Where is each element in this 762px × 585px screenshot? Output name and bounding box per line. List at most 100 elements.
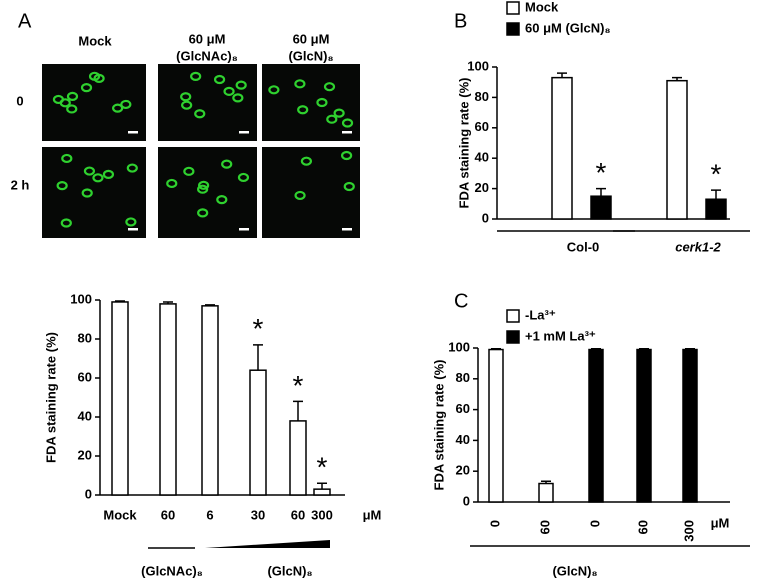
- x-tick-label: 30: [251, 507, 265, 522]
- y-axis-label: FDA staining rate (%): [431, 360, 446, 491]
- error-bar: [253, 344, 263, 371]
- significance: *: [596, 157, 607, 188]
- cell: [60, 218, 72, 228]
- error-bar: [591, 348, 601, 350]
- scale-bar: [342, 228, 352, 231]
- y-tick-label: 60: [456, 401, 470, 416]
- cell: [126, 163, 138, 173]
- bar: [636, 348, 652, 503]
- group-label: (GlcN)₈: [267, 563, 312, 578]
- error-bar: [293, 400, 303, 421]
- x-tick-label: 0: [587, 520, 602, 527]
- cell: [166, 178, 178, 189]
- cell: [81, 188, 93, 198]
- y-tick-label: 60: [475, 119, 489, 134]
- x-tick-label: 60: [537, 520, 552, 534]
- error-bar: [317, 482, 327, 490]
- significance: *: [253, 313, 264, 344]
- cell: [61, 153, 73, 164]
- cell: [343, 181, 355, 192]
- scale-bar: [128, 228, 138, 231]
- cell: [341, 118, 354, 128]
- significance: *: [293, 370, 304, 401]
- cell: [56, 181, 68, 191]
- error-bar: [639, 348, 649, 350]
- bar: [588, 348, 604, 503]
- significance: *: [711, 159, 722, 190]
- cell: [125, 217, 137, 227]
- cell: [221, 159, 233, 169]
- x-tick-label: 60: [291, 507, 305, 522]
- legend-swatch: [506, 309, 520, 323]
- y-tick-label: 100: [467, 58, 489, 73]
- group-label: (GlcNAc)₈: [141, 563, 203, 578]
- bar: [551, 76, 573, 220]
- legend-label: Mock: [525, 0, 559, 14]
- error-bar: [205, 304, 215, 306]
- y-tick-label: 20: [475, 180, 489, 195]
- y-tick-label: 80: [475, 89, 489, 104]
- row-label: 0: [16, 93, 23, 108]
- bar: [682, 348, 698, 503]
- column-title: Mock: [78, 33, 112, 48]
- cell: [198, 180, 210, 190]
- error-bar: [163, 301, 173, 304]
- micrographs: [42, 64, 360, 238]
- bar: [111, 301, 129, 496]
- cell: [120, 99, 132, 110]
- y-tick-label: 80: [456, 370, 470, 385]
- group-label: (GlcN)₈: [552, 563, 597, 578]
- cell: [66, 104, 78, 114]
- cell: [237, 172, 250, 183]
- bar: [590, 195, 612, 220]
- cell: [83, 166, 96, 176]
- x-tick-label: 60: [635, 520, 650, 534]
- bar: [249, 369, 267, 496]
- cell: [197, 184, 209, 194]
- x-unit: μM: [363, 507, 382, 522]
- y-tick-label: 80: [78, 330, 92, 345]
- legend-label: 60 μM (GlcN)₈: [525, 20, 611, 35]
- column-title: 60 μM: [293, 31, 330, 46]
- cell: [333, 108, 345, 118]
- cell: [300, 156, 313, 166]
- cell: [297, 105, 309, 115]
- x-tick-label: Col-0: [567, 239, 600, 254]
- cell: [294, 190, 306, 201]
- y-tick-label: 40: [78, 408, 92, 423]
- y-tick-label: 40: [456, 432, 470, 447]
- cell: [213, 74, 226, 85]
- cell: [66, 91, 79, 101]
- column-title: (GlcNAc)₈: [176, 48, 238, 63]
- row-label: 2 h: [11, 177, 30, 192]
- error-bar: [596, 187, 606, 197]
- error-bar: [711, 189, 721, 200]
- cell: [197, 208, 209, 218]
- cell: [80, 83, 93, 93]
- scale-bar: [239, 228, 249, 231]
- significance: *: [317, 452, 328, 483]
- cell: [183, 166, 195, 176]
- micrograph: [158, 147, 257, 238]
- error-bar: [541, 480, 551, 484]
- micrograph: [158, 64, 257, 141]
- cell: [216, 195, 228, 205]
- y-tick-label: 20: [78, 447, 92, 462]
- x-tick-label: 0: [487, 520, 502, 527]
- x-tick-label: 60: [161, 507, 175, 522]
- x-tick-label: 6: [206, 507, 213, 522]
- bar: [201, 305, 219, 496]
- y-tick-label: 0: [482, 210, 489, 225]
- micrograph: [42, 147, 146, 238]
- x-unit: μM: [711, 515, 730, 530]
- y-tick-label: 0: [463, 493, 470, 508]
- cell: [88, 71, 101, 81]
- cell: [323, 82, 336, 92]
- cell: [102, 169, 115, 179]
- x-tick-label: Mock: [103, 507, 137, 522]
- cell: [181, 100, 193, 110]
- bar: [666, 79, 688, 220]
- error-bar: [672, 76, 682, 81]
- y-axis-label: FDA staining rate (%): [43, 332, 58, 463]
- cell: [235, 80, 247, 90]
